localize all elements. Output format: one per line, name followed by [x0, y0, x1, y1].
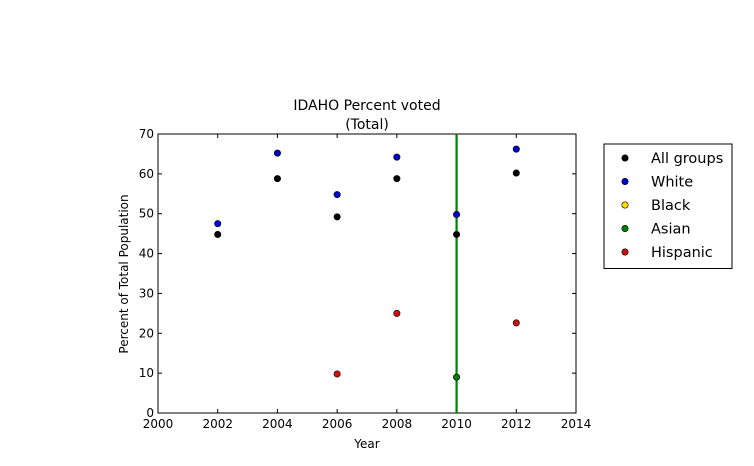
legend-marker-hispanic [621, 248, 629, 256]
x-axis-label: Year [353, 437, 379, 451]
plot-frame [157, 133, 577, 414]
chart-subtitle: (Total) [345, 117, 389, 133]
legend-label-black: Black [651, 198, 691, 214]
data-point-all-groups [333, 213, 341, 221]
legend-label-all-groups: All groups [651, 151, 723, 167]
data-point-hispanic [393, 309, 401, 317]
y-tick-label: 10 [139, 366, 154, 380]
legend-marker-black [621, 201, 629, 209]
legend-marker-white [621, 178, 629, 186]
y-tick-label: 0 [146, 406, 154, 420]
x-tick-label: 2006 [322, 417, 353, 431]
legend: All groups White Black Asian Hispanic [603, 143, 733, 269]
data-point-white [512, 145, 520, 153]
y-tick-label: 70 [139, 127, 154, 141]
x-tick-label: 2014 [561, 417, 592, 431]
legend-label-hispanic: Hispanic [651, 245, 713, 261]
x-tick-label: 2000 [143, 417, 174, 431]
x-tick-label: 2010 [441, 417, 472, 431]
x-tick-label: 2008 [382, 417, 413, 431]
data-point-white [453, 211, 461, 219]
x-tick-label: 2004 [262, 417, 293, 431]
y-tick-label: 60 [139, 167, 154, 181]
x-tick-label: 2012 [501, 417, 532, 431]
data-point-hispanic [333, 370, 341, 378]
data-point-white [214, 220, 222, 228]
y-tick-label: 30 [139, 286, 154, 300]
legend-label-white: White [651, 175, 693, 191]
data-point-hispanic [512, 319, 520, 327]
legend-box [603, 143, 733, 269]
data-point-white [393, 153, 401, 161]
legend-label-asian: Asian [651, 222, 691, 238]
y-axis-label: Percent of Total Population [117, 194, 131, 353]
legend-marker-asian [621, 225, 629, 233]
data-point-all-groups [214, 230, 222, 238]
data-point-white [273, 149, 281, 157]
y-tick-label: 40 [139, 247, 154, 261]
x-tick-label: 2002 [202, 417, 233, 431]
data-point-all-groups [393, 175, 401, 183]
y-tick-label: 50 [139, 207, 154, 221]
data-point-asian [453, 373, 461, 381]
data-point-all-groups [273, 175, 281, 183]
y-tick-label: 20 [139, 326, 154, 340]
plot-area: 2000 2002 2004 2006 2008 2010 2012 2014 0 10 20 30 4… [139, 127, 592, 431]
legend-marker-all-groups [621, 154, 629, 162]
data-point-white [333, 191, 341, 199]
data-point-all-groups [512, 169, 520, 177]
data-point-all-groups [453, 230, 461, 238]
chart-title: IDAHO Percent voted [293, 98, 440, 114]
